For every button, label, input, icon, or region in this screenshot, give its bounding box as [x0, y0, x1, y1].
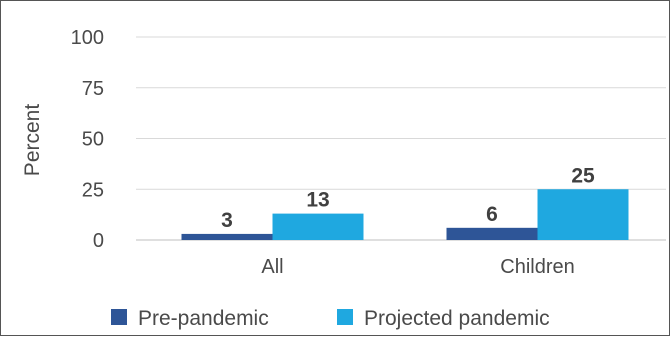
- x-axis-categories: All Children: [261, 256, 574, 278]
- data-label: 3: [221, 209, 233, 232]
- bar-projected-pandemic: [272, 213, 364, 240]
- y-tick-label: 0: [93, 230, 104, 252]
- bar-projected-pandemic: [537, 189, 629, 240]
- bar-pre-pandemic: [446, 227, 538, 240]
- y-axis-ticks: 0 25 50 75 100: [71, 27, 104, 252]
- y-tick-label: 50: [82, 129, 104, 151]
- y-axis-label: Percent: [21, 104, 44, 177]
- legend-swatch: [111, 309, 127, 325]
- y-tick-label: 75: [82, 78, 104, 100]
- y-tick-label: 25: [82, 179, 104, 201]
- x-category-label: Children: [500, 256, 574, 278]
- legend-swatch: [337, 309, 353, 325]
- data-label: 25: [571, 164, 595, 187]
- x-category-label: All: [261, 256, 283, 278]
- bar-pre-pandemic: [181, 233, 273, 240]
- legend-label: Pre-pandemic: [138, 307, 269, 330]
- bars: [181, 189, 629, 240]
- y-tick-label: 100: [71, 27, 104, 49]
- legend-label: Projected pandemic: [364, 307, 550, 330]
- legend: Pre-pandemic Projected pandemic: [111, 307, 550, 330]
- data-label: 6: [486, 203, 498, 226]
- data-labels: 3 13 6 25: [221, 164, 595, 232]
- data-label: 13: [306, 189, 329, 212]
